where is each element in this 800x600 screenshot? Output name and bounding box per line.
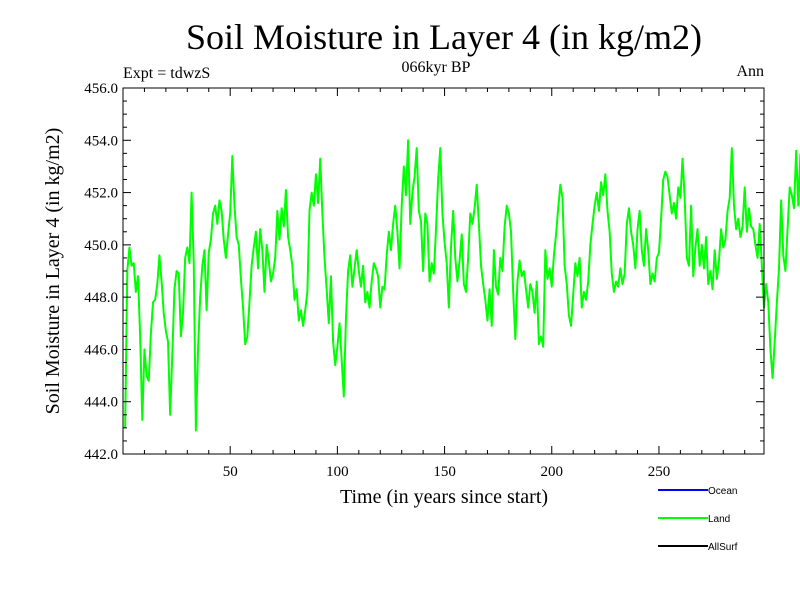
x-tick-label: 150 (433, 464, 456, 480)
y-tick-label: 446.0 (84, 342, 118, 358)
y-tick-label: 452.0 (84, 186, 118, 202)
x-axis-label: Time (in years since start) (340, 486, 548, 508)
y-tick-label: 456.0 (84, 81, 118, 97)
x-tick-label: 50 (223, 464, 238, 480)
y-tick-label: 450.0 (84, 238, 118, 254)
series-layer (124, 139, 800, 432)
legend-label-land: Land (708, 514, 730, 525)
legend-label-ocean: Ocean (708, 486, 737, 497)
y-tick-label: 444.0 (84, 395, 118, 411)
x-tick-label: 200 (541, 464, 564, 480)
legend-label-allsurf: AllSurf (708, 542, 738, 553)
x-tick-label: 100 (326, 464, 349, 480)
y-tick-label: 448.0 (84, 290, 118, 306)
season-label: Ann (736, 63, 764, 80)
y-axis-label: Soil Moisture in Layer 4 (in kg/m2) (42, 128, 64, 415)
axes-layer: 50 100 150 200 250 442.0 444.0 446.0 448.0 450.0 4… (84, 81, 764, 480)
plot-frame (122, 87, 765, 455)
chart-subtitle: 066kyr BP (402, 59, 471, 76)
expt-label: Expt = tdwzS (123, 65, 210, 82)
chart-title: Soil Moisture in Layer 4 (in kg/m2) (186, 17, 702, 57)
x-tick-label: 250 (648, 464, 671, 480)
y-tick-label: 454.0 (84, 133, 118, 149)
legend: Ocean Land AllSurf (658, 486, 738, 553)
y-tick-label: 442.0 (84, 447, 118, 463)
series-line-land (124, 139, 800, 432)
